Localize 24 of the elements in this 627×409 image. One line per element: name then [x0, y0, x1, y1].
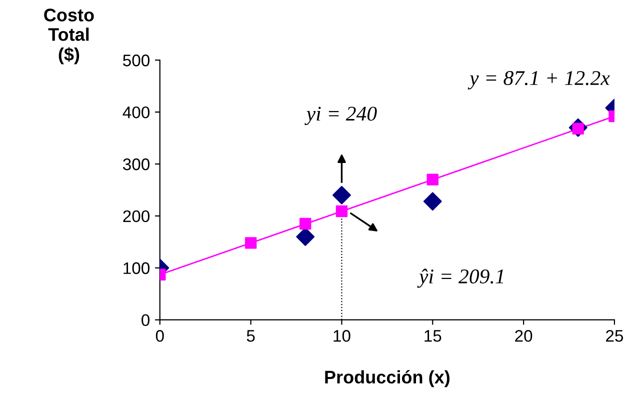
- annotation: yi = 240: [304, 106, 377, 126]
- y-tick-label: 0: [142, 314, 150, 326]
- x-axis-title: Producción (x): [325, 370, 450, 388]
- y-tick-label: 300: [122, 158, 150, 170]
- point: [336, 205, 348, 218]
- annotation: y = 87.1 + 12.2x: [468, 71, 610, 90]
- x-tick-label: 10: [334, 330, 350, 342]
- point: [426, 174, 438, 186]
- x-tick-label: 0: [156, 330, 164, 342]
- x-tick-label: 15: [424, 330, 442, 342]
- y-tick-label: 400: [122, 106, 150, 118]
- x-tick-label: 25: [606, 330, 624, 342]
- y-axis-title: Costo Total ($): [44, 8, 94, 64]
- annotation: ŷi = 209.1: [417, 268, 504, 288]
- y-tick-label: 200: [123, 210, 150, 222]
- point: [296, 228, 315, 246]
- point: [300, 218, 312, 230]
- point: [332, 186, 351, 204]
- x-tick-label: 20: [515, 330, 532, 342]
- x-tick-label: 5: [246, 330, 255, 342]
- point: [423, 192, 442, 211]
- y-tick-label: 100: [124, 262, 150, 274]
- point: [244, 237, 257, 249]
- y-tick-label: 500: [123, 54, 150, 66]
